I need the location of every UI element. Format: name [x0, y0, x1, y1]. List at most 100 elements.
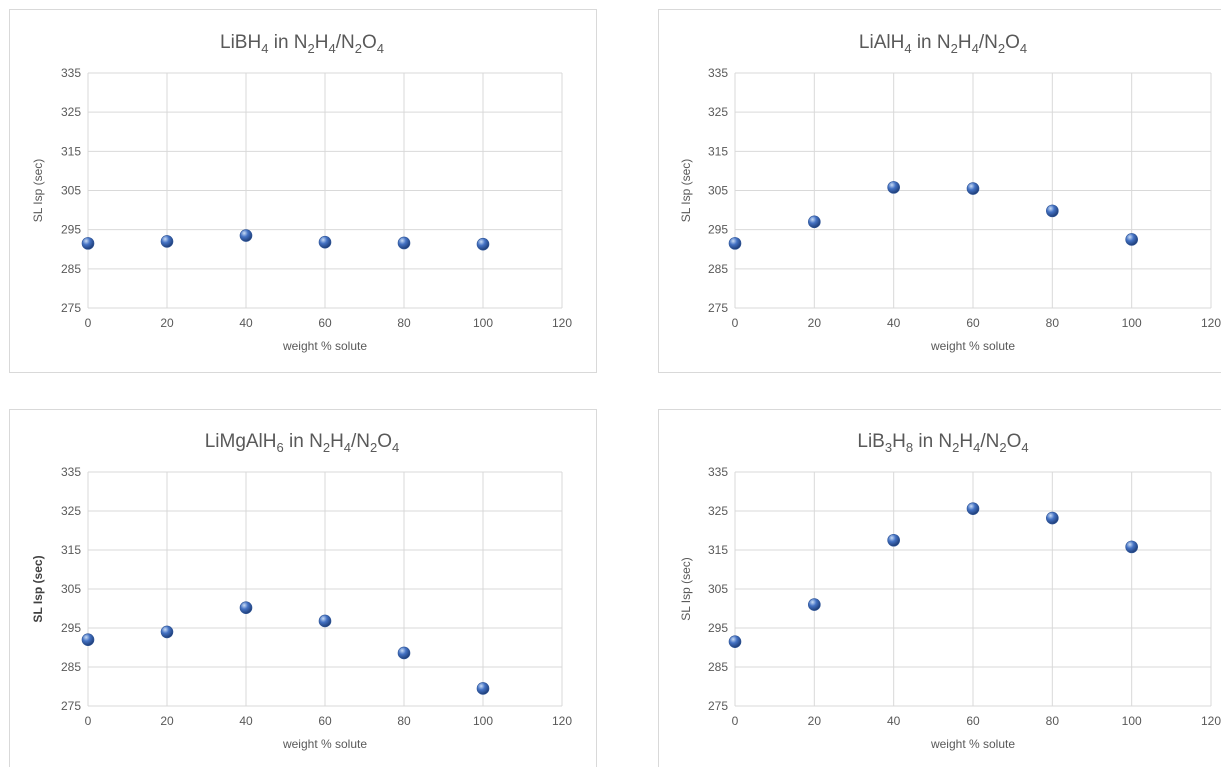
- chart-svg-limgalh6: LiMgAlH6 in N2H4/N2O42752852953053153253…: [31, 431, 572, 751]
- y-axis-title: SL Isp (sec): [31, 555, 45, 622]
- chart-title: LiMgAlH6 in N2H4/N2O4: [205, 431, 400, 455]
- x-tick-label: 80: [397, 714, 411, 728]
- title-text: H: [330, 431, 344, 452]
- x-axis-title: weight % solute: [930, 737, 1015, 751]
- title-subscript: 6: [277, 440, 284, 455]
- x-tick-label: 120: [552, 316, 572, 330]
- chart-svg-lib3h8: LiB3H8 in N2H4/N2O4275285295305315325335…: [679, 431, 1221, 751]
- title-text: in N: [912, 32, 951, 53]
- x-tick-label: 20: [808, 714, 822, 728]
- data-point: [1125, 540, 1138, 554]
- title-subscript: 4: [328, 41, 335, 56]
- title-text: O: [362, 32, 377, 53]
- x-axis-title: weight % solute: [282, 737, 367, 751]
- data-point: [239, 229, 253, 242]
- title-subscript: 4: [392, 440, 399, 455]
- chart-panel-libh4: LiBH4 in N2H4/N2O4 275 285 295 305 315 325 335 0…: [9, 9, 597, 373]
- title-subscript: 4: [904, 41, 911, 56]
- title-text: /N: [980, 431, 999, 452]
- title-text: LiBH: [220, 32, 261, 53]
- chart-panel-lialh4: LiAlH4 in N2H4/N2O4 275 285 295 305 315 325 335…: [658, 9, 1221, 373]
- y-tick-label: 305: [61, 184, 81, 198]
- y-tick-label: 335: [708, 465, 728, 479]
- data-point: [318, 235, 332, 249]
- data-point: [397, 646, 411, 660]
- x-tick-label: 60: [318, 316, 332, 330]
- y-tick-label: 285: [708, 660, 728, 674]
- chart-svg-lialh4: LiAlH4 in N2H4/N2O4275285295305315325335…: [679, 32, 1221, 353]
- x-tick-label: 120: [1201, 316, 1221, 330]
- title-text: in N: [268, 32, 307, 53]
- title-text: O: [1005, 32, 1020, 53]
- title-text: LiMgAlH: [205, 431, 277, 452]
- x-tick-label: 120: [1201, 714, 1221, 728]
- chart-svg-libh4: LiBH4 in N2H4/N2O42752852953053153253350…: [31, 32, 572, 353]
- data-point: [1125, 233, 1138, 246]
- title-subscript: 4: [1021, 440, 1028, 455]
- x-tick-label: 40: [239, 714, 253, 728]
- x-tick-label: 100: [473, 316, 493, 330]
- title-text: LiAlH: [859, 32, 904, 53]
- y-tick-label: 295: [708, 223, 728, 237]
- y-tick-label: 315: [708, 144, 728, 158]
- y-tick-label: 315: [61, 144, 81, 158]
- title-subscript: 2: [952, 440, 959, 455]
- y-tick-label: 305: [61, 582, 81, 596]
- title-text: /N: [351, 431, 370, 452]
- y-tick-label: 295: [708, 621, 728, 635]
- x-tick-label: 40: [887, 316, 901, 330]
- chart-panel-limgalh6: LiMgAlH6 in N2H4/N2O4 275 285 295 305 315 325 3…: [9, 409, 597, 767]
- data-point: [81, 633, 95, 646]
- title-subscript: 4: [1020, 41, 1027, 56]
- data-point: [966, 182, 980, 195]
- x-tick-label: 100: [1122, 714, 1142, 728]
- data-point: [160, 235, 174, 248]
- data-point: [728, 635, 742, 648]
- y-tick-label: 285: [708, 262, 728, 276]
- y-axis-title: SL Isp (sec): [31, 159, 45, 223]
- y-tick-label: 325: [61, 105, 81, 119]
- y-tick-label: 335: [61, 465, 81, 479]
- title-text: H: [958, 32, 972, 53]
- chart-title: LiAlH4 in N2H4/N2O4: [859, 32, 1027, 56]
- x-tick-label: 100: [473, 714, 493, 728]
- y-tick-label: 315: [61, 543, 81, 557]
- data-point: [808, 598, 821, 611]
- data-point: [318, 614, 332, 628]
- title-text: /N: [979, 32, 998, 53]
- y-axis-title: SL Isp (sec): [679, 557, 693, 621]
- title-subscript: 2: [951, 41, 958, 56]
- x-tick-label: 20: [808, 316, 822, 330]
- title-subscript: 8: [906, 440, 913, 455]
- x-axis-title: weight % solute: [930, 339, 1015, 353]
- x-tick-label: 40: [887, 714, 901, 728]
- title-text: H: [892, 431, 906, 452]
- y-tick-label: 335: [708, 66, 728, 80]
- x-tick-label: 80: [1046, 714, 1060, 728]
- x-tick-label: 80: [1046, 316, 1060, 330]
- title-text: /N: [336, 32, 355, 53]
- y-tick-label: 275: [61, 301, 81, 315]
- title-subscript: 2: [308, 41, 315, 56]
- y-tick-label: 305: [708, 582, 728, 596]
- chart-title: LiB3H8 in N2H4/N2O4: [857, 431, 1028, 455]
- x-axis-title: weight % solute: [282, 339, 367, 353]
- title-text: LiB: [857, 431, 884, 452]
- title-subscript: 2: [323, 440, 330, 455]
- data-point: [808, 215, 821, 229]
- title-subscript: 4: [972, 41, 979, 56]
- y-tick-label: 275: [61, 699, 81, 713]
- y-tick-label: 335: [61, 66, 81, 80]
- title-subscript: 4: [377, 41, 384, 56]
- data-point: [1046, 511, 1059, 525]
- x-tick-label: 80: [397, 316, 411, 330]
- data-point: [1046, 204, 1059, 218]
- data-point: [397, 236, 411, 250]
- title-text: O: [377, 431, 392, 452]
- x-tick-label: 100: [1122, 316, 1142, 330]
- data-point: [239, 601, 253, 615]
- y-tick-label: 325: [708, 105, 728, 119]
- y-axis-title: SL Isp (sec): [679, 159, 693, 223]
- title-subscript: 3: [885, 440, 892, 455]
- title-subscript: 4: [261, 41, 268, 56]
